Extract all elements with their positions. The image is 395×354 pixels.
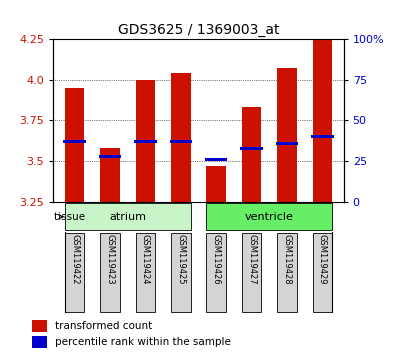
Bar [171,73,190,202]
Text: GSM119424: GSM119424 [141,234,150,285]
Bar [99,155,121,158]
Text: GSM119423: GSM119423 [105,234,115,285]
FancyBboxPatch shape [207,203,332,230]
FancyBboxPatch shape [171,233,190,313]
FancyBboxPatch shape [100,233,120,313]
Text: transformed count: transformed count [55,321,152,331]
Text: percentile rank within the sample: percentile rank within the sample [55,337,231,347]
FancyBboxPatch shape [207,233,226,313]
Text: tissue: tissue [54,212,88,222]
FancyBboxPatch shape [313,233,332,313]
Bar [205,158,228,161]
FancyBboxPatch shape [65,203,190,230]
Bar [311,135,334,138]
Bar [135,80,155,202]
Bar [276,142,298,145]
Text: GSM119425: GSM119425 [176,234,185,285]
Bar [207,166,226,202]
FancyBboxPatch shape [277,233,297,313]
Bar [134,140,156,143]
Text: atrium: atrium [109,212,146,222]
Bar [100,148,120,202]
Text: GSM119426: GSM119426 [212,234,221,285]
Bar [277,68,297,202]
Bar [32,320,47,332]
FancyBboxPatch shape [65,233,84,313]
Bar [169,140,192,143]
Bar [241,147,263,149]
Title: GDS3625 / 1369003_at: GDS3625 / 1369003_at [118,23,279,36]
FancyBboxPatch shape [135,233,155,313]
Bar [65,88,84,202]
Text: GSM119428: GSM119428 [282,234,292,285]
Bar [313,39,332,202]
Bar [63,140,86,143]
FancyBboxPatch shape [242,233,261,313]
Bar [32,337,47,348]
Text: GSM119429: GSM119429 [318,234,327,285]
Text: GSM119422: GSM119422 [70,234,79,285]
Text: GSM119427: GSM119427 [247,234,256,285]
Bar [242,107,261,202]
Text: ventricle: ventricle [245,212,294,222]
